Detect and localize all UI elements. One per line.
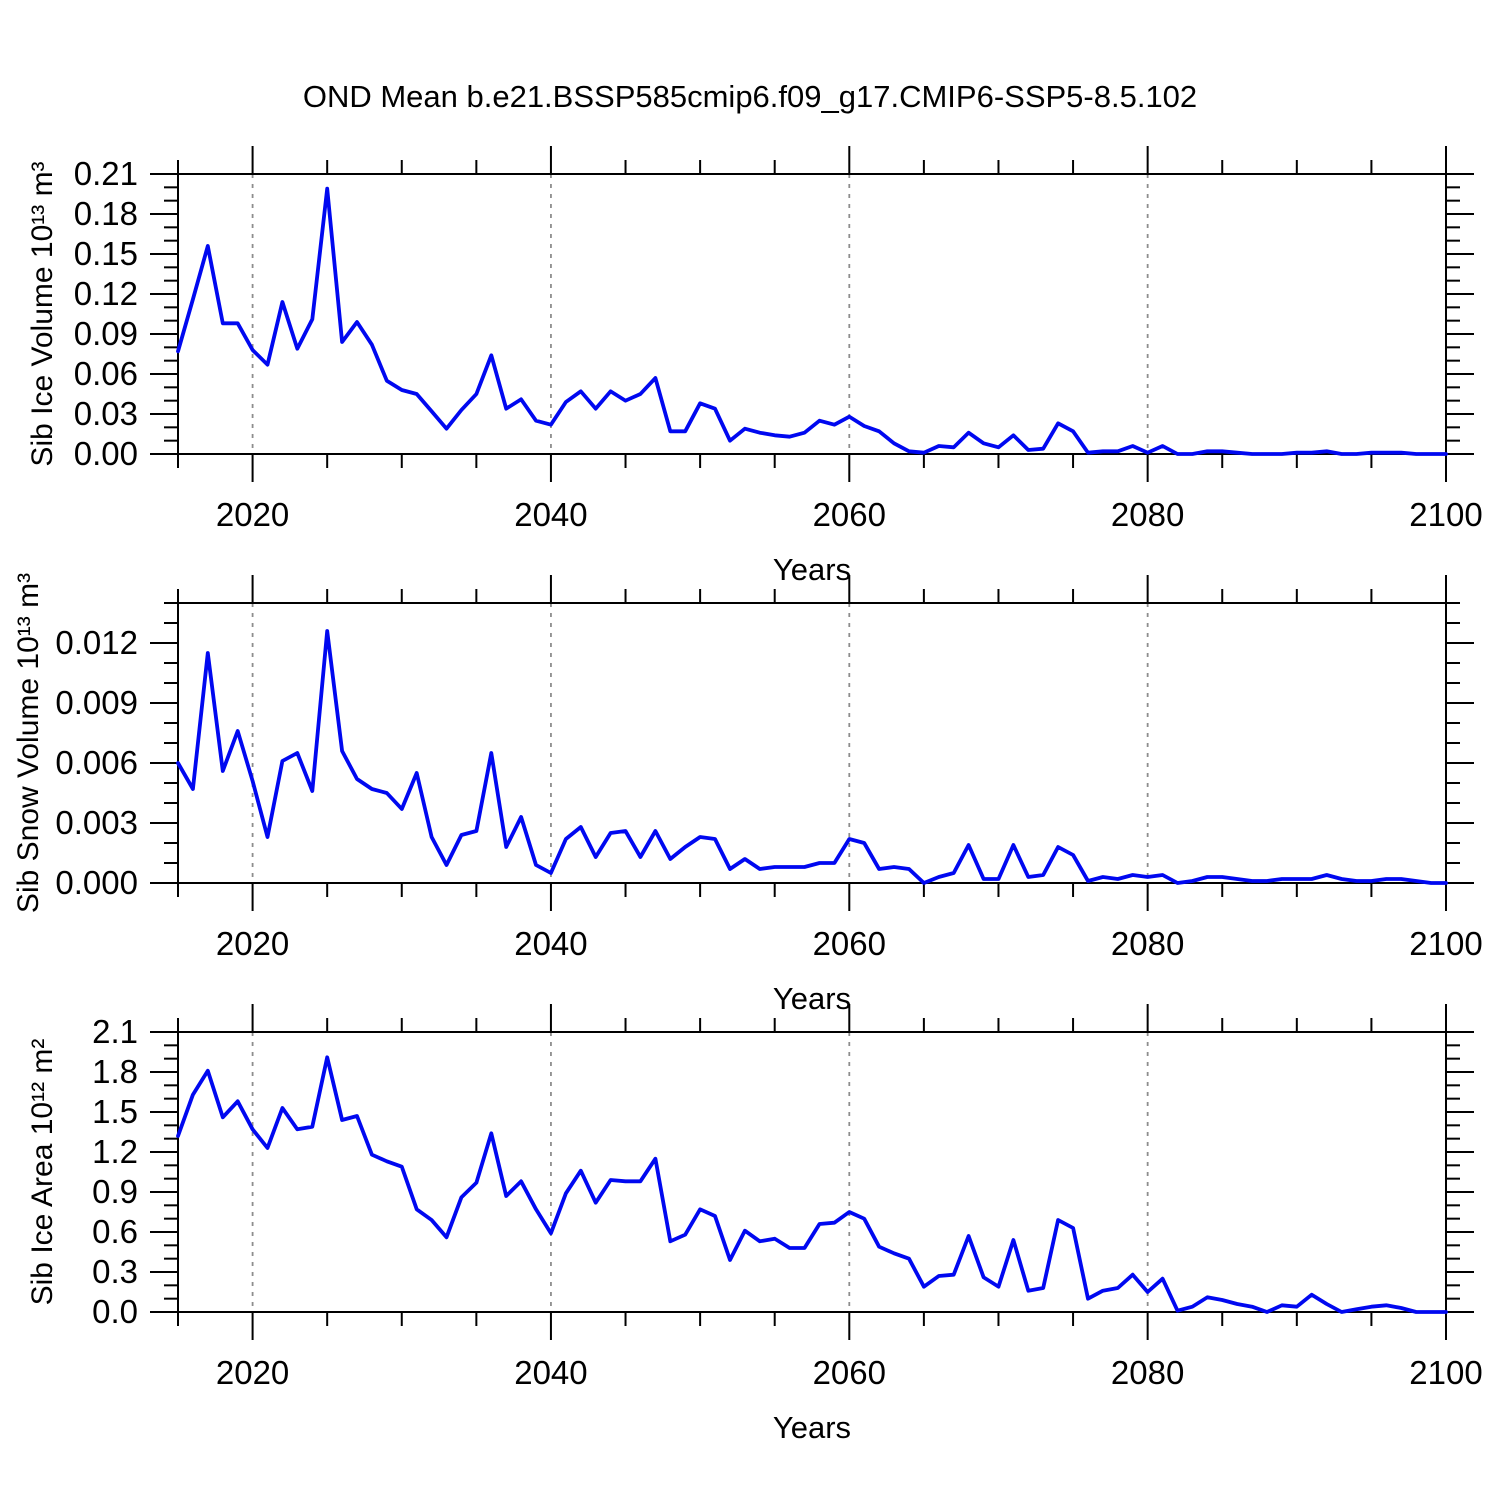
- y-tick-label: 0.000: [55, 864, 138, 901]
- data-line-sib-ice-volume: [176, 186, 1448, 456]
- y-tick-labels: 0.000.030.060.090.120.150.180.21: [74, 155, 138, 472]
- panel-border: [177, 173, 1447, 455]
- gridlines: [251, 1032, 1149, 1312]
- x-tick-label: 2060: [813, 925, 886, 962]
- x-axis-title-panel-2: Years: [773, 981, 851, 1016]
- x-axis-title-panel-1: Years: [773, 552, 851, 587]
- y-tick-label: 0.03: [74, 395, 138, 432]
- y-ticks: [150, 1031, 1474, 1313]
- x-axis-title-panel-3: Years: [773, 1410, 851, 1445]
- data-line-sib-ice-area: [176, 1055, 1448, 1314]
- x-tick-label: 2100: [1409, 1354, 1482, 1391]
- y-tick-label: 0.3: [92, 1253, 138, 1290]
- x-ticks: [177, 575, 1447, 911]
- y-ticks: [150, 602, 1474, 884]
- y-tick-label: 0.0: [92, 1293, 138, 1330]
- x-tick-label: 2040: [514, 496, 587, 533]
- x-tick-label: 2060: [813, 1354, 886, 1391]
- y-tick-labels: 0.000 0.003 0.006 0.009 0.012: [55, 624, 138, 901]
- x-tick-label: 2060: [813, 496, 886, 533]
- y-tick-label: 0.009: [55, 684, 138, 721]
- x-tick-labels: 2020 2040 2060 2080 2100: [216, 925, 1483, 962]
- y-tick-label: 1.8: [92, 1053, 138, 1090]
- y-axis-title-sib-snow-volume: Sib Snow Volume 10¹³ m³: [12, 573, 45, 913]
- y-tick-label: 2.1: [92, 1013, 138, 1050]
- y-tick-label: 0.9: [92, 1173, 138, 1210]
- x-tick-labels: 2020 2040 2060 2080 2100: [216, 496, 1483, 533]
- gridlines: [251, 174, 1149, 454]
- panel-border: [177, 602, 1447, 884]
- x-tick-label: 2040: [514, 925, 587, 962]
- data-line-sib-snow-volume: [176, 629, 1448, 885]
- panel-border: [177, 1031, 1447, 1313]
- y-tick-label: 1.5: [92, 1093, 138, 1130]
- y-tick-label: 0.15: [74, 235, 138, 272]
- y-tick-label: 0.006: [55, 744, 138, 781]
- panel-sib-ice-volume: 0.000.030.060.090.120.150.180.21 2020 2040…: [74, 146, 1483, 533]
- y-tick-label: 1.2: [92, 1133, 138, 1170]
- x-tick-label: 2020: [216, 1354, 289, 1391]
- y-ticks: [150, 173, 1474, 455]
- y-tick-label: 0.06: [74, 355, 138, 392]
- x-tick-label: 2080: [1111, 925, 1184, 962]
- y-tick-label: 0.21: [74, 155, 138, 192]
- y-tick-label: 0.12: [74, 275, 138, 312]
- y-tick-label: 0.18: [74, 195, 138, 232]
- x-ticks: [177, 1004, 1447, 1340]
- y-axis-title-sib-ice-area: Sib Ice Area 10¹² m²: [26, 1039, 59, 1306]
- y-tick-labels: 0.00.30.60.91.21.51.82.1: [92, 1013, 138, 1330]
- y-tick-label: 0.09: [74, 315, 138, 352]
- x-tick-labels: 2020 2040 2060 2080 2100: [216, 1354, 1483, 1391]
- x-tick-label: 2080: [1111, 1354, 1184, 1391]
- x-tick-label: 2100: [1409, 925, 1482, 962]
- x-tick-label: 2100: [1409, 496, 1482, 533]
- x-tick-label: 2080: [1111, 496, 1184, 533]
- panels-group: 0.000.030.060.090.120.150.180.21 2020 2040…: [55, 146, 1483, 1391]
- panel-sib-snow-volume: 0.000 0.003 0.006 0.009 0.012 2020 2040 2060 208…: [55, 575, 1483, 962]
- y-tick-label: 0.00: [74, 435, 138, 472]
- gridlines: [251, 603, 1149, 883]
- y-tick-label: 0.012: [55, 624, 138, 661]
- y-tick-label: 0.003: [55, 804, 138, 841]
- chart-title: OND Mean b.e21.BSSP585cmip6.f09_g17.CMIP…: [303, 79, 1197, 114]
- y-tick-label: 0.6: [92, 1213, 138, 1250]
- x-tick-label: 2020: [216, 925, 289, 962]
- x-ticks: [177, 146, 1447, 482]
- y-axis-title-sib-ice-volume: Sib Ice Volume 10¹³ m³: [26, 161, 59, 466]
- panel-sib-ice-area: 0.00.30.60.91.21.51.82.1 2020 2040 2060 2080…: [92, 1004, 1483, 1391]
- x-tick-label: 2040: [514, 1354, 587, 1391]
- x-tick-label: 2020: [216, 496, 289, 533]
